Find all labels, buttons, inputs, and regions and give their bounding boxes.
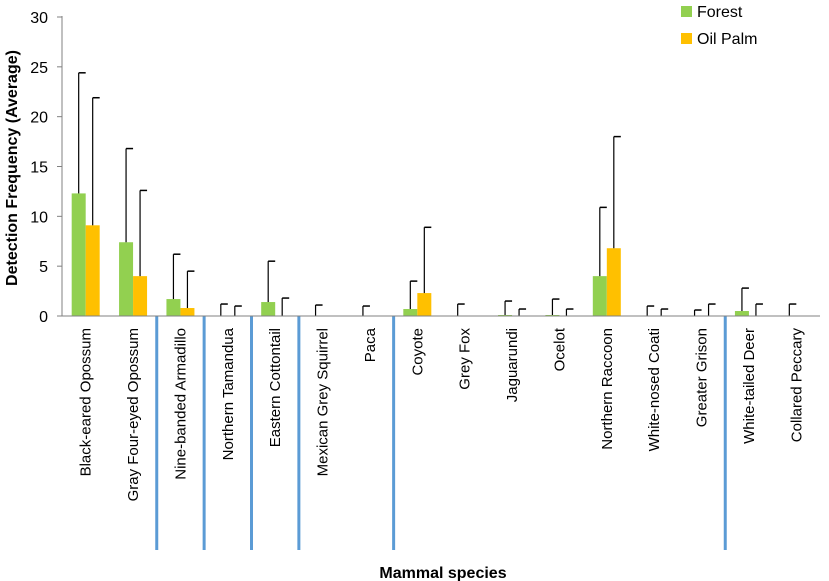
error-bar-forest-paca (362, 305, 370, 316)
x-tick-label-ocelot: Ocelot (551, 327, 568, 371)
x-tick-label-coyote: Coyote (409, 328, 426, 376)
legend-swatch-oil-palm (681, 33, 692, 44)
bar-forest-gray-four-eyed-opossum (119, 242, 134, 316)
error-bars (78, 72, 797, 316)
y-tick-label-15: 15 (30, 160, 48, 177)
y-tick-label-10: 10 (30, 209, 48, 226)
x-tick-label-white-nosed-coati: White-nosed Coati (646, 328, 663, 451)
x-tick-label-collared-peccary: Collared Peccary (788, 328, 805, 443)
bar-forest-northern-raccoon (592, 276, 607, 316)
error-bar-forest-greater-grison (693, 309, 702, 316)
error-bar-oil-palm-ocelot (565, 308, 574, 316)
error-bar-oil-palm-nine-banded-armadillo (186, 270, 195, 309)
error-bar-forest-nine-banded-armadillo (172, 253, 181, 300)
error-bar-oil-palm-white-nosed-coati (660, 308, 669, 316)
bar-oil-palm-nine-banded-armadillo (180, 308, 195, 316)
bar-oil-palm-gray-four-eyed-opossum (133, 276, 148, 316)
error-bar-oil-palm-northern-tamandua (234, 305, 242, 316)
x-tick-label-black-eared-opossum: Black-eared Opossum (78, 328, 95, 476)
error-bar-oil-palm-gray-four-eyed-opossum (139, 189, 148, 277)
y-tick-label-0: 0 (39, 309, 48, 326)
x-tick-label-jaguarundi: Jaguarundi (504, 328, 521, 402)
group-separators (155, 316, 727, 550)
bar-oil-palm-coyote (417, 293, 432, 316)
x-tick-label-gray-four-eyed-opossum: Gray Four-eyed Opossum (125, 328, 142, 501)
x-tick-label-grey-fox: Grey Fox (457, 328, 474, 390)
legend: Forest Oil Palm (681, 4, 757, 48)
y-axis-title: Detection Frequency (Average) (4, 50, 21, 286)
x-tick-label-northern-tamandua: Northern Tamandua (220, 327, 237, 460)
error-bar-forest-northern-tamandua (220, 303, 228, 316)
legend-label-forest: Forest (697, 4, 743, 21)
error-bar-forest-black-eared-opossum (78, 72, 86, 194)
error-bar-oil-palm-black-eared-opossum (92, 96, 100, 226)
error-bar-forest-white-tailed-deer (741, 287, 749, 312)
error-bar-oil-palm-eastern-cottontail (281, 297, 290, 316)
legend-label-oil-palm: Oil Palm (697, 31, 757, 48)
y-tick-labels: 0 5 10 15 20 25 30 (30, 10, 62, 326)
error-bar-forest-ocelot (551, 298, 560, 316)
error-bar-oil-palm-northern-raccoon (613, 135, 621, 249)
x-tick-label-northern-raccoon: Northern Raccoon (599, 328, 616, 450)
bar-forest-coyote (403, 309, 418, 316)
bars (71, 193, 749, 316)
y-tick-label-20: 20 (30, 110, 48, 127)
bar-forest-black-eared-opossum (71, 193, 86, 316)
bar-oil-palm-black-eared-opossum (85, 225, 100, 316)
x-category-labels: Black-eared Opossum Gray Four-eyed Opossu… (78, 327, 806, 501)
error-bar-forest-eastern-cottontail (267, 260, 276, 303)
error-bar-forest-collared-peccary (788, 303, 797, 316)
bar-forest-white-tailed-deer (734, 311, 749, 316)
y-tick-label-5: 5 (39, 259, 48, 276)
x-tick-label-white-tailed-deer: White-tailed Deer (741, 328, 758, 444)
bar-oil-palm-northern-raccoon (606, 248, 621, 316)
x-tick-label-greater-grison: Greater Grison (694, 328, 711, 427)
x-tick-label-eastern-cottontail: Eastern Cottontail (267, 328, 284, 447)
error-bar-forest-coyote (409, 280, 418, 310)
error-bar-oil-palm-white-tailed-deer (755, 303, 763, 316)
axes (61, 16, 820, 317)
error-bar-forest-white-nosed-coati (646, 305, 655, 316)
error-bar-oil-palm-coyote (423, 226, 432, 294)
error-bar-forest-northern-raccoon (599, 206, 607, 277)
error-bar-forest-jaguarundi (504, 300, 513, 316)
x-axis-title: Mammal species (379, 565, 506, 581)
x-tick-label-nine-banded-armadillo: Nine-banded Armadillo (172, 328, 189, 480)
error-bar-forest-grey-fox (457, 303, 465, 316)
legend-swatch-forest (681, 6, 692, 17)
error-bar-oil-palm-jaguarundi (518, 308, 527, 316)
x-tick-label-paca: Paca (362, 327, 379, 362)
error-bar-oil-palm-greater-grison (707, 303, 716, 316)
error-bar-forest-gray-four-eyed-opossum (125, 147, 134, 243)
error-bar-forest-mexican-grey-squirrel (314, 304, 323, 316)
y-tick-label-25: 25 (30, 60, 48, 77)
x-tick-label-mexican-grey-squirrel: Mexican Grey Squirrel (315, 328, 332, 476)
y-tick-label-30: 30 (30, 10, 48, 27)
bar-forest-nine-banded-armadillo (166, 299, 181, 316)
bar-forest-eastern-cottontail (261, 302, 276, 316)
